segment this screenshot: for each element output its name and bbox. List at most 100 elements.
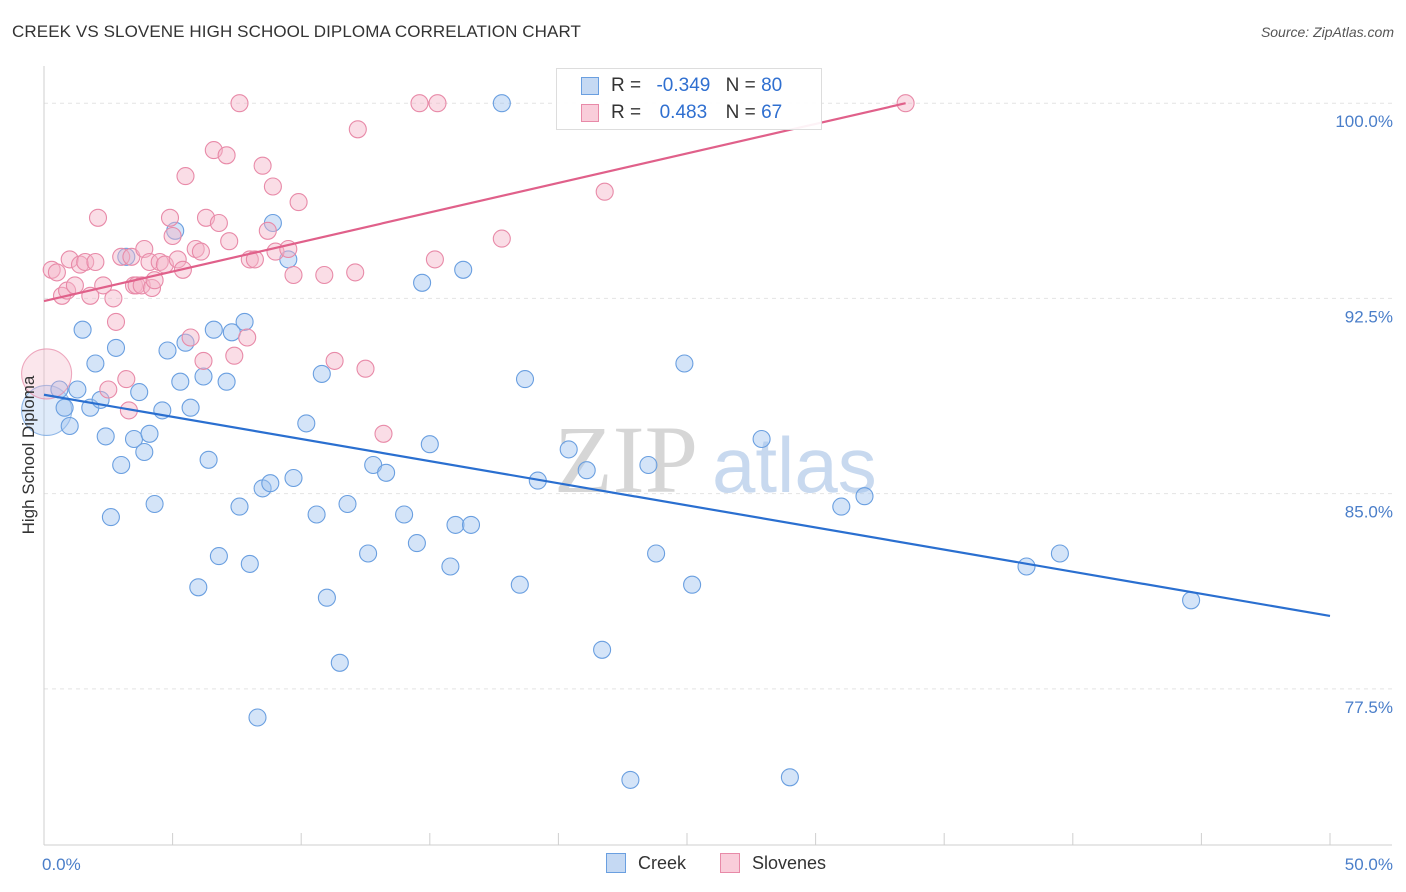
x-tick-labels: 0.0% 50.0% (42, 855, 1393, 874)
creek-point (230, 497, 249, 516)
bottom-legend-creek-label: Creek (638, 853, 687, 873)
slovene-point (163, 226, 182, 246)
creek-point (1182, 591, 1201, 610)
y-tick-label: 77.5% (1345, 698, 1393, 717)
slovene-point (86, 252, 105, 272)
creek-point (117, 247, 136, 266)
slovene-point (65, 276, 84, 295)
slovene-point (325, 351, 344, 370)
creek-point (145, 494, 164, 514)
creek-point (204, 320, 223, 339)
slovene-swatch (720, 853, 740, 873)
legend-n-label: N = (725, 102, 756, 123)
creek-point (510, 575, 529, 594)
creek-point (261, 474, 280, 493)
slovene-point (492, 229, 511, 248)
creek-point (73, 320, 92, 339)
slovene-point (595, 182, 614, 201)
slovene-point (225, 346, 244, 365)
x-tick-label: 50.0% (1345, 855, 1393, 874)
slovene-point (168, 250, 187, 269)
legend-r-value: -0.349 (656, 75, 711, 96)
slovene-point (217, 146, 236, 165)
slovene-point (238, 328, 257, 347)
bottom-legend-slovenes-label: Slovenes (752, 853, 827, 873)
slovene-point (70, 255, 90, 274)
slovene-point (76, 252, 95, 272)
creek-point (454, 260, 473, 279)
y-tick-labels: 77.5% 85.0% 92.5% 100.0% (1335, 112, 1393, 717)
slovene-point (356, 359, 375, 378)
creek-point (577, 461, 596, 480)
creek-point (559, 440, 578, 459)
watermark-zip: ZIP (554, 406, 698, 513)
slovene-point (186, 239, 205, 259)
slovene-point (258, 221, 277, 240)
slovene-points (21, 94, 915, 443)
y-tick-label: 92.5% (1345, 307, 1393, 326)
slovene-point (289, 193, 308, 212)
chart-title: CREEK VS SLOVENE HIGH SCHOOL DIPLOMA COR… (12, 22, 582, 41)
slovene-point (112, 247, 131, 266)
slovene-point (315, 265, 334, 285)
slovene-point (209, 213, 228, 233)
creek-point (338, 494, 357, 514)
legend-slovene-text: R = 0.483 N = 67 (611, 102, 782, 124)
creek-point (395, 505, 414, 524)
creek-point (135, 442, 154, 462)
slovene-point (374, 424, 393, 443)
creek-point (832, 497, 851, 516)
creek-point (140, 424, 159, 443)
slovene-point (348, 120, 367, 139)
slovene-point (410, 94, 429, 113)
slovene-point (253, 156, 272, 175)
slovene-point (21, 348, 73, 400)
creek-point (176, 333, 195, 352)
legend-r-label: R = (611, 102, 642, 123)
legend-r-value: 0.483 (659, 102, 708, 123)
creek-point (307, 505, 326, 524)
creek-point (492, 94, 511, 113)
slovene-point (346, 263, 365, 282)
creek-point (199, 450, 218, 469)
legend-creek-text: R = -0.349 N = 80 (611, 75, 782, 97)
source-label: Source: ZipAtlas.com (1260, 24, 1394, 40)
axes (43, 66, 1392, 846)
creek-point (675, 354, 694, 373)
slovene-swatch (581, 104, 599, 122)
creek-point (446, 515, 465, 534)
slovene-trend-line (43, 102, 906, 303)
creek-point (86, 354, 105, 373)
creek-point (330, 653, 349, 672)
slovene-point (42, 260, 61, 279)
creek-point (284, 468, 303, 488)
creek-point (621, 770, 640, 789)
slovene-point (150, 252, 169, 272)
creek-point (855, 487, 874, 506)
watermark-atlas: atlas (712, 421, 877, 509)
creek-point (68, 380, 87, 399)
slovene-point (220, 232, 239, 251)
creek-point (248, 708, 267, 727)
slovene-point (425, 250, 444, 269)
slovene-point (104, 289, 123, 308)
creek-swatch (581, 77, 599, 95)
slovene-point (106, 312, 126, 331)
creek-point (189, 578, 208, 597)
y-tick-label: 100.0% (1335, 112, 1393, 131)
x-tick-label: 0.0% (42, 855, 81, 874)
creek-point (593, 640, 612, 659)
creek-point (101, 508, 120, 527)
y-tick-label: 85.0% (1345, 503, 1393, 522)
creek-point (60, 416, 79, 436)
creek-point (112, 455, 131, 475)
creek-point (171, 372, 190, 391)
trend-lines (43, 102, 1331, 618)
slovene-point (191, 242, 210, 261)
slovene-point (99, 380, 118, 399)
creek-point (647, 544, 666, 563)
creek-point (1017, 557, 1036, 576)
slovene-point (284, 265, 303, 285)
creek-point (297, 414, 316, 433)
